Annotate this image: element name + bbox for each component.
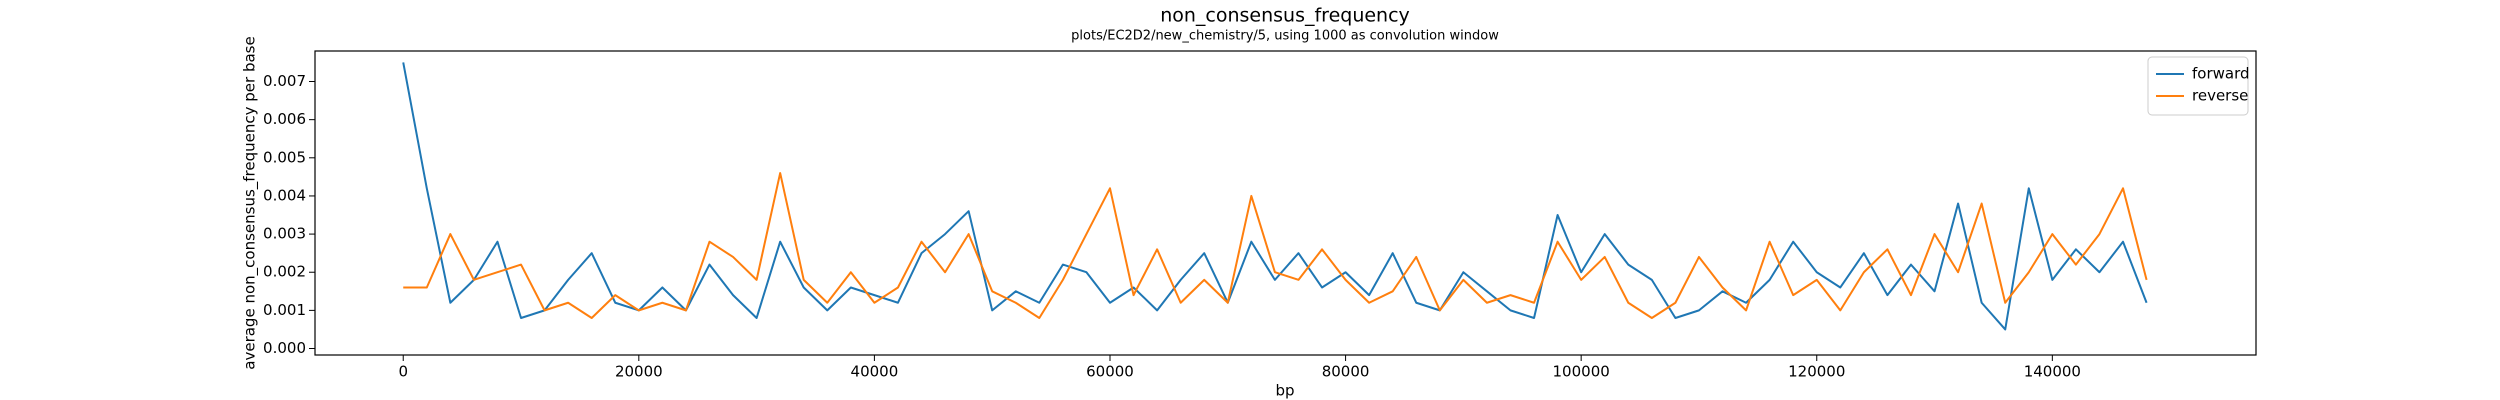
y-axis-label: average non_consensus_frequency per base: [241, 36, 260, 369]
x-tick-label: 60000: [1086, 363, 1134, 381]
y-tick-label: 0.005: [263, 148, 306, 166]
line-series: [403, 172, 2148, 319]
x-tick-label: 80000: [1322, 363, 1370, 381]
legend-label: forward: [2192, 65, 2250, 83]
x-tick-label: 40000: [851, 363, 899, 381]
plot-frame: [314, 50, 2257, 356]
chart-subtitle: plots/EC2D2/new_chemistry/5, using 1000 …: [1071, 29, 1499, 44]
y-tick-label: 0.001: [263, 301, 306, 319]
y-tick-label: 0.006: [263, 110, 306, 128]
x-tick-label: 140000: [2024, 363, 2081, 381]
x-tick-label: 100000: [1553, 363, 1610, 381]
chart-title: non_consensus_frequency: [1160, 5, 1410, 27]
y-tick-label: 0.004: [263, 186, 306, 204]
x-tick-label: 0: [398, 363, 408, 381]
x-tick-label: 120000: [1788, 363, 1845, 381]
line-series: [402, 62, 2148, 331]
legend-box: [2147, 56, 2249, 116]
y-tick-label: 0.007: [263, 72, 306, 90]
x-tick-label: 20000: [615, 363, 663, 381]
x-axis-label: bp: [1275, 382, 1294, 400]
y-tick-label: 0.000: [263, 339, 306, 357]
y-tick-label: 0.003: [263, 225, 306, 243]
legend-label: reverse: [2192, 87, 2248, 105]
y-tick-label: 0.002: [263, 263, 306, 281]
